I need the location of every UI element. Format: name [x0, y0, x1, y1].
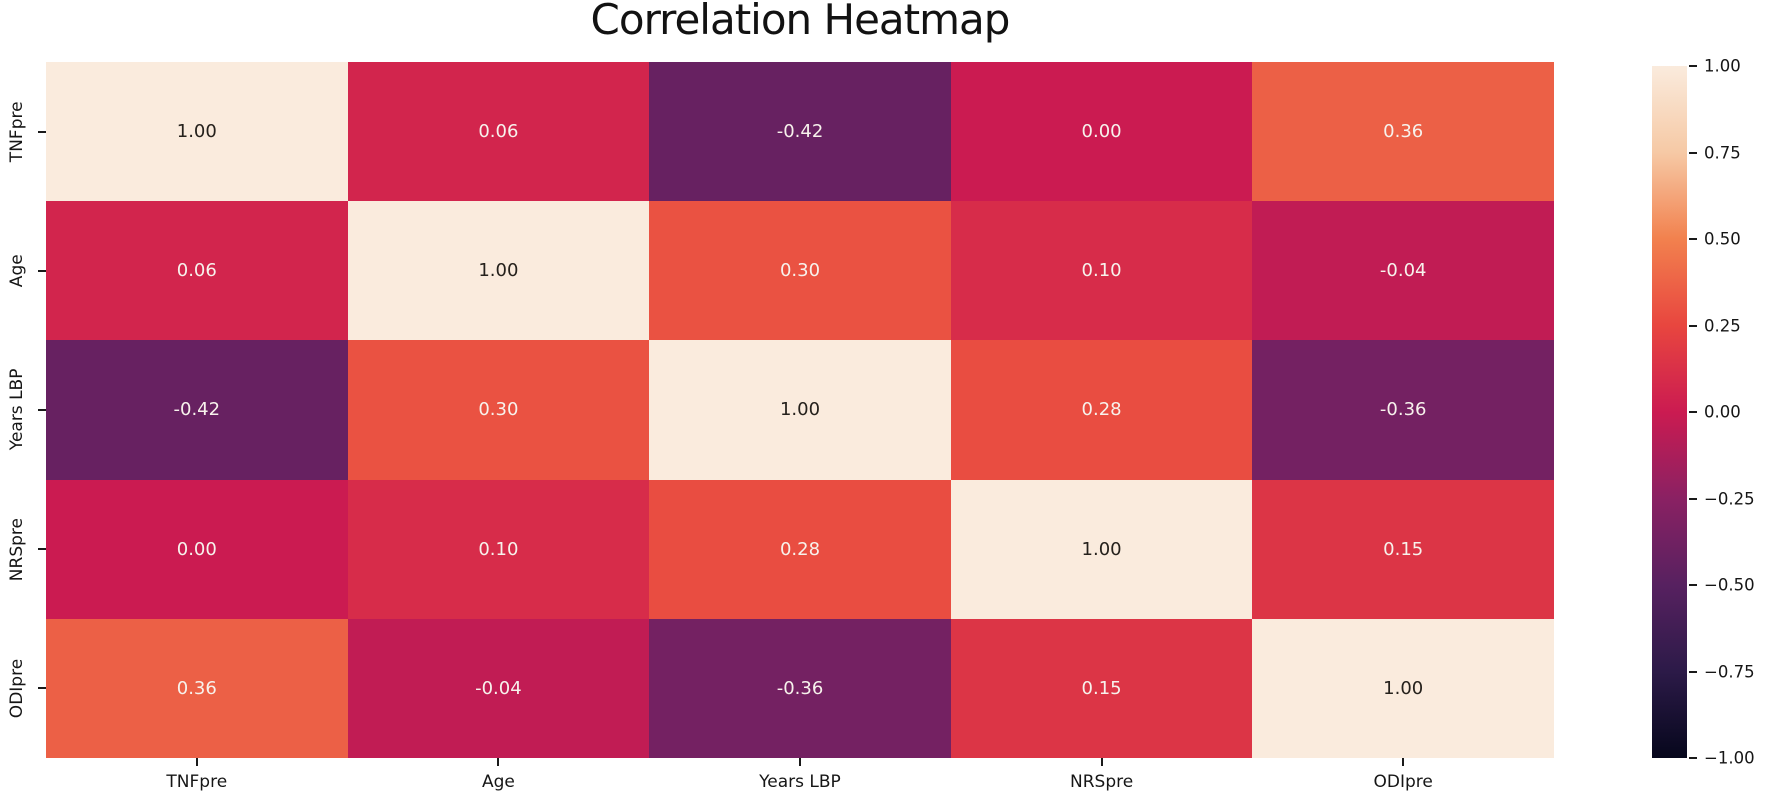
cell-value: 0.10: [1081, 260, 1122, 282]
cell-value: -0.36: [1379, 399, 1427, 421]
cell-value: 1.00: [1383, 677, 1424, 699]
colorbar-tick: [1689, 324, 1697, 327]
y-tick: [38, 130, 46, 133]
cell-value: 0.36: [1383, 121, 1424, 143]
x-axis-label: NRSpre: [1070, 772, 1134, 792]
y-tick: [38, 687, 46, 690]
heatmap-cell: 1.00: [649, 340, 951, 480]
colorbar-tick: [1689, 411, 1697, 413]
cell-value: 0.06: [176, 260, 217, 282]
colorbar-tick: [1689, 151, 1697, 154]
heatmap-cell: -0.04: [1252, 201, 1554, 341]
y-axis-label: Years LBP: [7, 369, 27, 451]
x-axis-label: Age: [481, 772, 515, 792]
y-axis-label: Age: [7, 254, 27, 288]
x-tick: [195, 758, 198, 766]
y-axis-label: NRSpre: [7, 517, 27, 581]
heatmap-cell: 0.36: [46, 618, 348, 758]
cell-value: 0.28: [779, 538, 821, 560]
colorbar-tick-label: −0.50: [1704, 575, 1755, 595]
cell-value: 0.06: [478, 121, 519, 143]
cell-value: 0.36: [176, 677, 217, 699]
cell-value: 0.30: [779, 260, 821, 282]
cell-value: 0.00: [1081, 121, 1122, 143]
cell-value: 1.00: [478, 260, 519, 282]
cell-value: 1.00: [176, 121, 217, 143]
colorbar-tick: [1689, 497, 1697, 500]
heatmap-grid: 1.00 0.06 -0.42 0.00 0.36 0.06 1.00 0.30 0.10 -0.…: [46, 62, 1554, 758]
colorbar-tick-label: 0.75: [1704, 143, 1741, 162]
heatmap-cell: 0.10: [347, 479, 650, 619]
y-tick: [38, 409, 46, 411]
x-axis-label: ODIpre: [1373, 772, 1433, 792]
cell-value: 1.00: [1081, 538, 1122, 560]
x-axis-label: TNFpre: [166, 772, 228, 792]
heatmap-cell: 0.30: [347, 340, 650, 480]
cell-value: -0.42: [776, 121, 824, 143]
heatmap-cell: 0.10: [950, 201, 1253, 341]
cell-value: 0.28: [1081, 399, 1122, 421]
y-tick: [38, 548, 46, 551]
colorbar-gradient: [1652, 66, 1687, 758]
heatmap-cell: 0.28: [649, 479, 951, 619]
cell-value: 0.15: [1383, 538, 1424, 560]
y-tick: [38, 269, 46, 272]
cell-value: 0.00: [176, 538, 217, 560]
y-axis-label: ODIpre: [7, 658, 27, 719]
heatmap-cell: 1.00: [46, 62, 348, 202]
cell-value: -0.04: [1379, 260, 1427, 282]
heatmap-cell: 0.15: [1252, 479, 1554, 619]
heatmap-cell: -0.42: [46, 340, 348, 480]
x-axis-label: Years LBP: [759, 772, 841, 792]
heatmap-cell: 0.00: [950, 62, 1253, 202]
heatmap-cell: 0.06: [347, 62, 650, 202]
cell-value: 0.30: [478, 399, 519, 421]
colorbar-tick-label: −0.75: [1704, 662, 1755, 681]
y-axis-label: TNFpre: [7, 101, 27, 162]
heatmap-cell: 0.36: [1252, 62, 1554, 202]
cell-value: -0.04: [475, 677, 522, 699]
colorbar-tick-label: 0.50: [1704, 229, 1741, 249]
cell-value: 0.10: [478, 538, 519, 560]
cell-value: -0.36: [776, 677, 824, 699]
x-tick: [799, 758, 801, 766]
colorbar-tick-label: 0.00: [1704, 402, 1741, 422]
colorbar-tick-label: 0.25: [1704, 316, 1741, 335]
heatmap-cell: -0.36: [649, 618, 951, 758]
heatmap-cell: 0.30: [649, 201, 951, 341]
heatmap-cell: 1.00: [1252, 618, 1554, 758]
colorbar-tick-label: 1.00: [1704, 56, 1741, 76]
heatmap-cell: 1.00: [347, 201, 650, 341]
heatmap-cell: 0.00: [46, 479, 348, 619]
heatmap-cell: 0.06: [46, 201, 348, 341]
cell-value: -0.42: [173, 399, 221, 421]
heatmap-cell: -0.04: [347, 618, 650, 758]
heatmap-cell: -0.36: [1252, 340, 1554, 480]
colorbar-tick: [1689, 757, 1697, 759]
heatmap-cell: -0.42: [649, 62, 951, 202]
cell-value: 0.15: [1081, 677, 1122, 699]
colorbar-tick: [1689, 584, 1697, 586]
x-tick: [1402, 758, 1405, 766]
colorbar-tick-label: −1.00: [1704, 748, 1755, 768]
x-tick: [497, 758, 500, 766]
cell-value: 1.00: [779, 399, 821, 421]
colorbar-tick: [1689, 238, 1697, 240]
colorbar-tick: [1689, 670, 1697, 673]
colorbar-tick: [1689, 65, 1697, 67]
colorbar-tick-label: −0.25: [1704, 489, 1755, 508]
heatmap-cell: 0.15: [950, 618, 1253, 758]
heatmap-cell: 1.00: [950, 479, 1253, 619]
heatmap-cell: 0.28: [950, 340, 1253, 480]
chart-title: Correlation Heatmap: [590, 0, 1011, 44]
x-tick: [1100, 758, 1103, 766]
